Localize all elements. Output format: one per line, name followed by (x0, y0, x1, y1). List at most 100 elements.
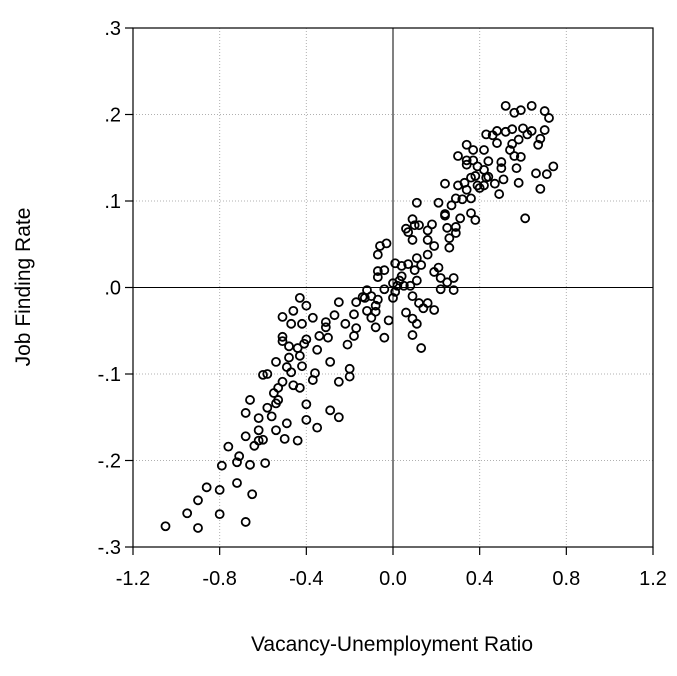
point (411, 318, 422, 329)
point (492, 138, 502, 148)
point (483, 156, 494, 167)
point (509, 107, 520, 118)
point (539, 106, 550, 116)
point (526, 100, 537, 111)
point (262, 369, 273, 379)
point (411, 197, 422, 208)
point (351, 323, 362, 334)
point (433, 197, 444, 208)
point (245, 395, 255, 405)
point (160, 521, 171, 532)
y-axis-title: Job Finding Rate (12, 208, 35, 367)
point (442, 277, 453, 288)
point (513, 177, 524, 188)
point (444, 242, 455, 253)
point (320, 322, 331, 333)
point (281, 418, 292, 429)
point (468, 155, 479, 166)
point (370, 300, 381, 311)
point (333, 376, 344, 387)
point (531, 168, 541, 179)
point (440, 209, 450, 219)
point (405, 280, 416, 291)
point (411, 253, 422, 263)
point (401, 223, 411, 234)
point (201, 482, 212, 493)
point (435, 284, 446, 295)
point (216, 460, 227, 471)
point (446, 200, 457, 211)
point (539, 125, 550, 135)
point (379, 284, 390, 295)
y-tick-label: -.1 (98, 364, 121, 386)
point (253, 425, 264, 436)
x-tick-label: 0.8 (552, 568, 580, 590)
point (232, 478, 242, 488)
point (349, 309, 359, 320)
point (340, 318, 351, 329)
point (448, 273, 459, 283)
y-tick-label: -.2 (98, 451, 121, 473)
point (548, 161, 559, 172)
point (507, 139, 518, 149)
point (349, 331, 359, 341)
point (535, 133, 546, 144)
point (450, 228, 461, 238)
point (511, 163, 522, 174)
point (193, 495, 203, 506)
point (277, 336, 288, 347)
point (247, 489, 258, 500)
point (461, 139, 472, 150)
point (461, 155, 472, 166)
point (273, 395, 284, 405)
point (466, 193, 476, 204)
y-tick-label: .1 (104, 191, 121, 213)
point (496, 157, 507, 167)
point (333, 297, 344, 308)
y-tick-label: .3 (104, 18, 121, 40)
point (292, 343, 303, 353)
point (372, 266, 383, 276)
point (271, 356, 281, 367)
point (277, 376, 288, 387)
point (277, 331, 288, 342)
point (407, 214, 418, 225)
x-tick-label: -0.8 (202, 568, 236, 590)
point (492, 126, 502, 136)
point (535, 183, 546, 194)
x-tick-label: -0.4 (289, 568, 323, 590)
point (416, 260, 427, 270)
point (414, 298, 424, 308)
point (450, 193, 461, 204)
point (301, 399, 312, 410)
point (379, 332, 390, 343)
point (372, 294, 383, 305)
point (396, 260, 407, 271)
point (474, 183, 485, 193)
point (470, 215, 481, 225)
x-tick-label: 1.2 (639, 568, 667, 590)
point (253, 413, 264, 424)
point (379, 265, 390, 276)
point (214, 485, 225, 495)
point (262, 402, 273, 413)
point (544, 113, 554, 123)
point (498, 174, 509, 185)
point (292, 435, 303, 446)
point (277, 312, 288, 322)
point (312, 422, 323, 433)
point (366, 312, 377, 323)
point (533, 139, 544, 150)
y-tick-label: .2 (104, 105, 121, 127)
point (249, 440, 260, 451)
point (414, 220, 424, 231)
point (232, 457, 242, 468)
point (258, 434, 268, 445)
point (500, 100, 511, 111)
x-tick-label: -1.2 (116, 568, 150, 590)
point (479, 145, 489, 155)
point (398, 280, 409, 291)
point (281, 362, 292, 372)
point (297, 318, 307, 329)
point (381, 238, 392, 249)
